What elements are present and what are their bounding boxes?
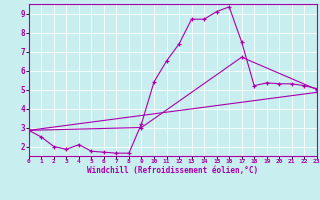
X-axis label: Windchill (Refroidissement éolien,°C): Windchill (Refroidissement éolien,°C) xyxy=(87,166,258,175)
